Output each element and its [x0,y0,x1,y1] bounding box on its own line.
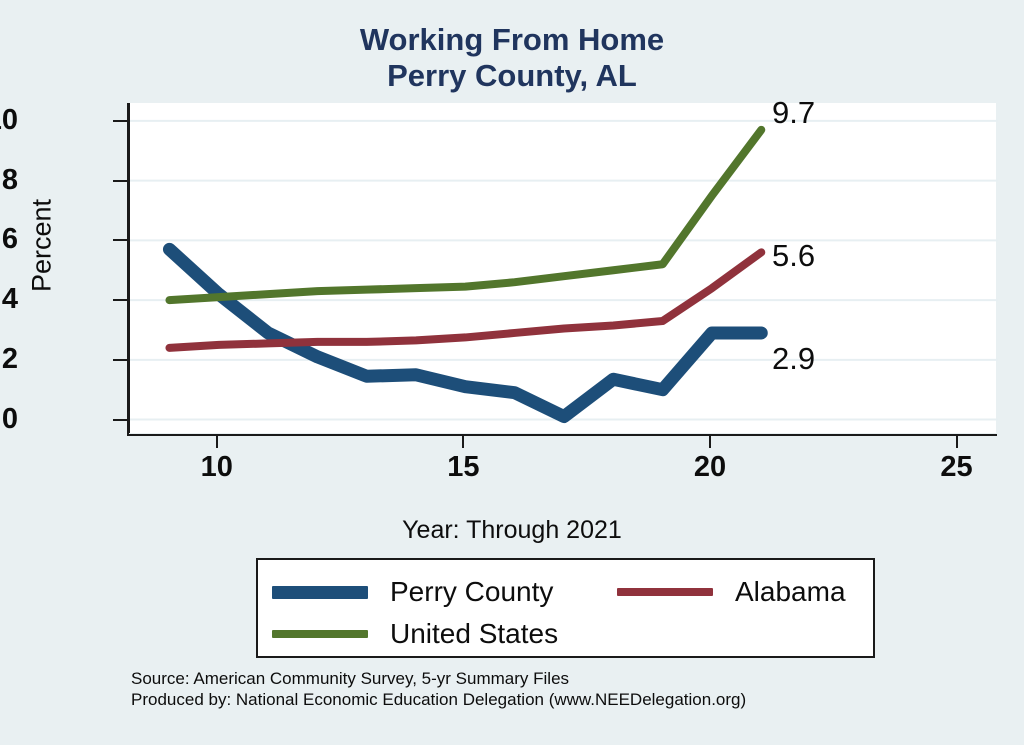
y-tick-label: 2 [1,342,18,375]
chart-title: Working From Home Perry County, AL [0,22,1024,94]
y-axis-line [127,103,129,435]
y-tick-label: 0 [1,402,18,435]
chart-title-line-1: Working From Home [359,22,665,57]
endpoint-label-united-states: 9.7 [772,95,816,130]
x-axis-title: Year: Through 2021 [402,516,622,544]
x-axis-line [127,434,997,436]
series-line-perry-county [162,242,768,424]
endpoint-label-alabama: 5.6 [772,238,816,273]
y-tick-mark [113,418,127,421]
legend-label-alabama: Alabama [735,576,846,607]
y-tick-label: 6 [1,223,18,256]
y-tick-label: 10 [0,103,18,136]
legend-label-perry-county: Perry County [390,576,554,607]
chart-legend: Perry County Alabama United States [256,558,875,658]
y-tick-mark [113,179,127,182]
series-line-united-states [165,125,766,305]
y-tick-label: 4 [1,283,18,316]
x-tick-label: 20 [693,451,727,483]
y-tick-mark [113,358,127,361]
footnote-source: Source: American Community Survey, 5-yr … [131,669,570,688]
plot-svg [130,119,998,424]
series-line-alabama [165,248,766,352]
x-tick-mark [215,435,218,448]
y-tick-label: 8 [1,163,18,196]
legend-swatch-united-states [272,630,368,638]
legend-label-united-states: United States [390,618,559,649]
y-tick-mark [113,119,127,122]
chart-title-line-2: Perry County, AL [387,58,637,93]
legend-item-alabama[interactable]: Alabama [617,578,846,606]
footnote-producer: Produced by: National Economic Education… [131,690,747,709]
gridlines [130,119,998,421]
legend-swatch-perry-county [272,585,368,599]
legend-swatch-alabama [617,588,713,596]
x-tick-mark [708,435,711,448]
x-tick-mark [955,435,958,448]
x-tick-label: 15 [447,451,480,483]
y-tick-mark [113,299,127,302]
x-tick-label: 25 [940,451,973,483]
legend-item-united-states[interactable]: United States [272,620,558,648]
y-tick-mark [113,239,127,242]
plot-area [128,103,998,433]
series-lines [162,125,768,424]
endpoint-label-perry-county: 2.9 [772,341,816,376]
x-tick-label: 10 [200,451,233,483]
legend-item-perry-county[interactable]: Perry County [272,578,553,606]
x-tick-mark [462,435,465,448]
chart-footnote: Source: American Community Survey, 5-yr … [131,668,746,710]
y-axis-title: Percent [26,198,57,293]
